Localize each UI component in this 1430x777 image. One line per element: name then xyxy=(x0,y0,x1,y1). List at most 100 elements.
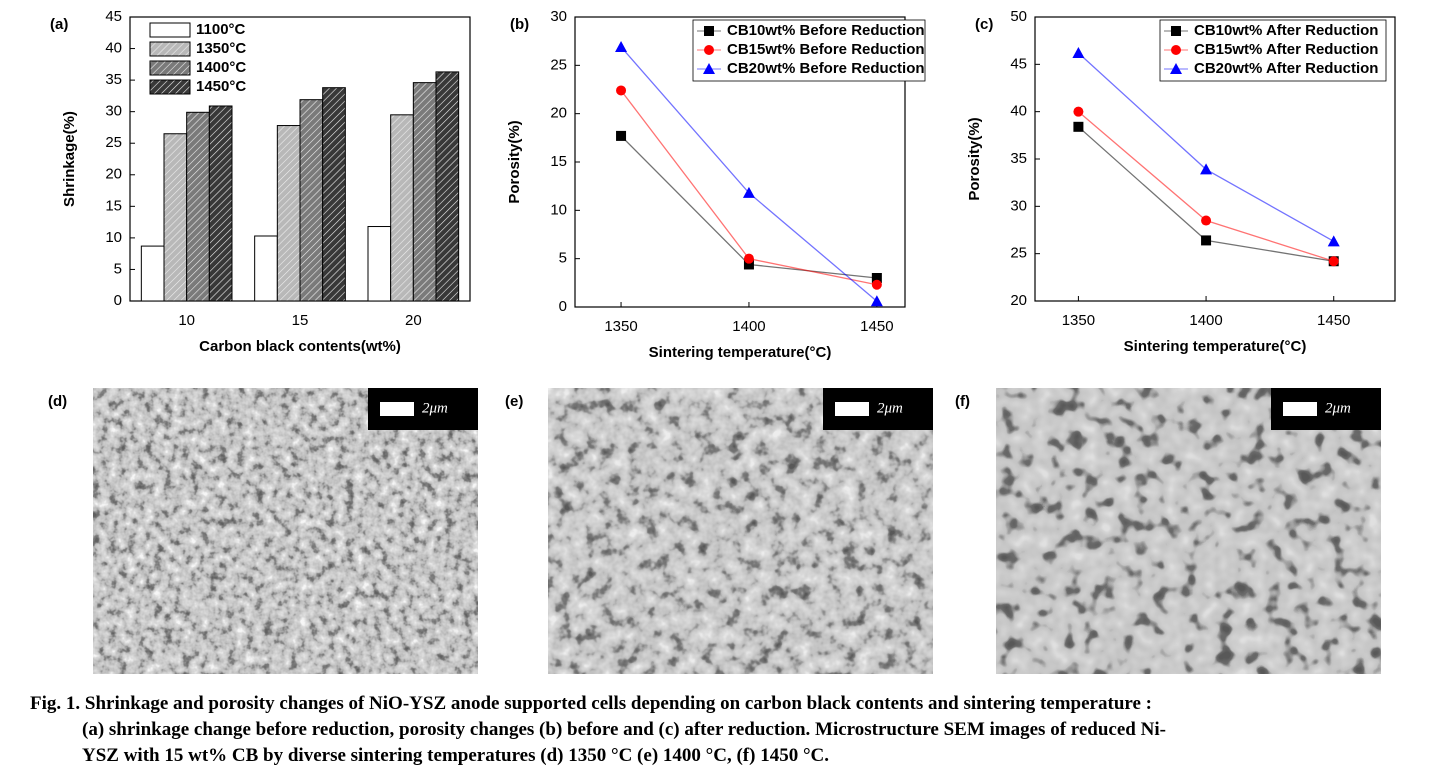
legend-label: 1350°C xyxy=(196,40,246,57)
legend-marker xyxy=(704,45,714,55)
y-tick-label: 20 xyxy=(1010,292,1027,309)
caption-line: (a) shrinkage change before reduction, p… xyxy=(82,719,1166,740)
scale-bar-label: 2μm xyxy=(1325,400,1351,416)
y-tick-label: 35 xyxy=(1010,150,1027,167)
panel-label: (d) xyxy=(48,393,67,410)
legend-frame xyxy=(1159,19,1387,82)
y-tick-label: 40 xyxy=(1010,103,1027,120)
x-tick-label: 1400 xyxy=(732,318,765,335)
bar xyxy=(254,235,278,302)
x-axis-label: Sintering temperature(°C) xyxy=(1124,338,1307,355)
x-tick-label: 15 xyxy=(292,312,309,329)
sem-image xyxy=(996,388,1381,674)
legend-label: CB20wt% Before Reduction xyxy=(727,60,925,77)
y-tick-label: 35 xyxy=(105,71,122,88)
marker xyxy=(616,130,627,141)
y-tick-label: 45 xyxy=(1010,55,1027,72)
y-tick-label: 40 xyxy=(105,40,122,57)
marker xyxy=(1201,215,1212,226)
bar xyxy=(163,133,188,302)
marker xyxy=(615,40,628,52)
y-tick-label: 10 xyxy=(105,229,122,246)
y-tick-label: 45 xyxy=(105,8,122,25)
legend-label: 1450°C xyxy=(196,78,246,95)
x-tick-label: 1400 xyxy=(1189,312,1222,329)
y-axis-label: Porosity(%) xyxy=(506,120,523,203)
y-tick-label: 20 xyxy=(105,166,122,183)
y-tick-label: 10 xyxy=(550,201,567,218)
x-tick-label: 1350 xyxy=(1062,312,1095,329)
x-tick-label: 1450 xyxy=(1317,312,1350,329)
x-axis-label: Sintering temperature(°C) xyxy=(649,344,832,361)
legend-marker xyxy=(1170,63,1182,74)
y-tick-label: 25 xyxy=(1010,245,1027,262)
legend-marker xyxy=(1171,45,1181,55)
scale-bar xyxy=(1283,402,1317,416)
y-tick-label: 0 xyxy=(114,292,122,309)
y-tick-label: 50 xyxy=(1010,8,1027,25)
bar xyxy=(390,114,414,302)
sem-image xyxy=(93,388,478,674)
y-tick-label: 30 xyxy=(1010,197,1027,214)
bar xyxy=(367,226,392,302)
legend-marker xyxy=(703,63,715,74)
y-tick-label: 25 xyxy=(105,134,122,151)
bar xyxy=(322,87,346,302)
marker xyxy=(871,273,882,283)
panel-label: (e) xyxy=(505,393,523,410)
x-tick-label: 1450 xyxy=(860,318,893,335)
bar xyxy=(435,71,460,302)
scale-bar xyxy=(835,402,869,416)
bar xyxy=(412,82,437,302)
bar xyxy=(140,245,165,302)
marker xyxy=(1073,106,1084,117)
legend-frame xyxy=(692,19,926,82)
legend-label: CB10wt% Before Reduction xyxy=(727,22,925,39)
scale-bar xyxy=(380,402,414,416)
legend-label: 1100°C xyxy=(196,21,246,38)
legend-swatch xyxy=(149,22,191,38)
marker xyxy=(1201,235,1212,246)
legend-marker xyxy=(1171,26,1181,36)
caption-line: YSZ with 15 wt% CB by diverse sintering … xyxy=(82,745,830,766)
marker xyxy=(871,279,882,290)
legend-swatch xyxy=(149,60,191,76)
legend-label: CB15wt% Before Reduction xyxy=(727,41,925,58)
marker xyxy=(616,85,627,96)
y-tick-label: 15 xyxy=(105,197,122,214)
legend-label: 1400°C xyxy=(196,59,246,76)
panel-label: (c) xyxy=(975,16,993,33)
marker xyxy=(1200,163,1213,175)
legend-swatch xyxy=(149,79,191,95)
x-axis-label: Carbon black contents(wt%) xyxy=(199,338,401,355)
legend-label: CB15wt% After Reduction xyxy=(1194,41,1378,58)
marker xyxy=(1073,121,1084,132)
y-tick-label: 30 xyxy=(105,103,122,120)
bar xyxy=(208,105,233,302)
marker xyxy=(743,259,754,270)
y-tick-label: 30 xyxy=(550,8,567,25)
bar xyxy=(276,125,301,302)
marker xyxy=(742,186,755,198)
y-tick-label: 25 xyxy=(550,56,567,73)
panel-label: (f) xyxy=(955,393,970,410)
y-axis-label: Shrinkage(%) xyxy=(61,111,78,207)
marker xyxy=(1072,46,1085,58)
panel-label: (a) xyxy=(50,16,68,33)
marker xyxy=(870,295,883,307)
y-tick-label: 15 xyxy=(550,153,567,170)
legend-marker xyxy=(704,26,714,36)
legend-swatch xyxy=(149,41,191,57)
caption-line: Fig. 1. Shrinkage and porosity changes o… xyxy=(30,693,1152,714)
y-tick-label: 5 xyxy=(559,250,567,267)
bar xyxy=(186,111,210,302)
legend-label: CB10wt% After Reduction xyxy=(1194,22,1378,39)
y-axis-label: Porosity(%) xyxy=(966,117,983,200)
marker xyxy=(1328,256,1339,267)
scale-bar-label: 2μm xyxy=(422,400,448,416)
legend-label: CB20wt% After Reduction xyxy=(1194,60,1378,77)
figure: 0 5 10 15 20 25 30 35 40 45 10 15 20 1100°C 1350°C 1400… xyxy=(48,8,1396,674)
bar xyxy=(299,99,324,302)
panel-label: (b) xyxy=(510,16,529,33)
